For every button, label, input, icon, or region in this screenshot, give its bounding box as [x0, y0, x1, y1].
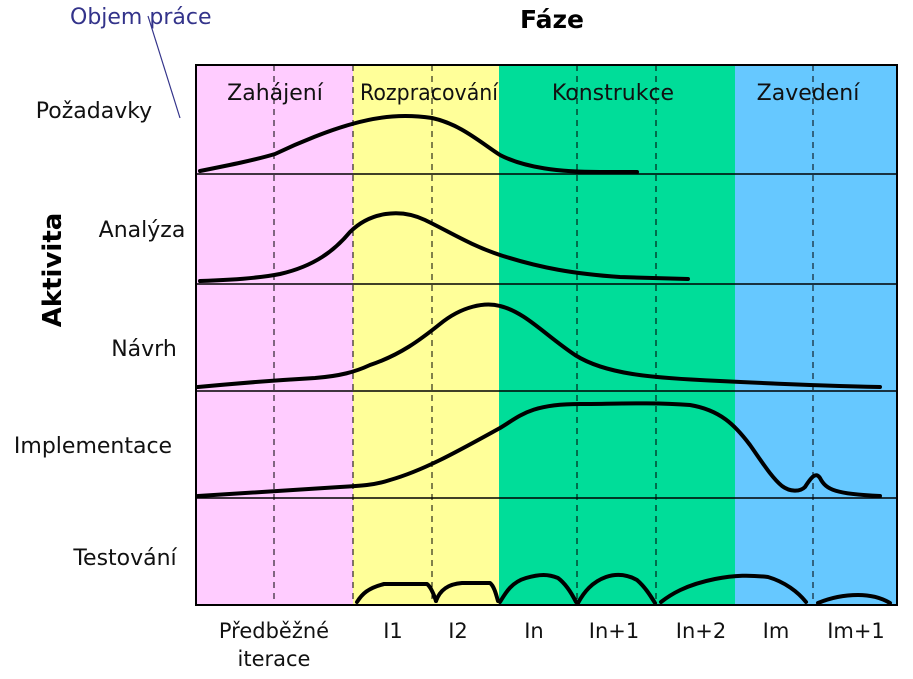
phase-band-transition: [735, 65, 897, 605]
activity-label-requirements: Požadavky: [36, 99, 152, 124]
iteration-label: I2: [448, 619, 468, 643]
iteration-label: Im+1: [827, 619, 885, 643]
iteration-label: Im: [763, 619, 790, 643]
phase-label-construction: Konstrukce: [552, 81, 674, 106]
iteration-label: Předběžné: [219, 619, 329, 643]
caption-pointer-line: [147, 15, 181, 119]
activity-label-implementation: Implementace: [14, 434, 172, 459]
testing-curve-in1: [576, 572, 657, 605]
iteration-label: In+1: [589, 619, 639, 643]
testing-curve-im1: [816, 593, 892, 605]
iteration-label: In+2: [676, 619, 726, 643]
iteration-label: I1: [383, 619, 403, 643]
workload-caption: Objem práce: [70, 5, 211, 30]
iteration-label: In: [524, 619, 544, 643]
activity-axis-title: Aktivita: [38, 213, 68, 328]
implementation-curve: [196, 401, 882, 498]
phase-title: Fáze: [520, 5, 584, 34]
phase-label-transition: Zavedení: [757, 81, 861, 106]
iteration-label-line2: iterace: [238, 647, 311, 671]
testing-curve-i1: [355, 582, 438, 604]
phase-band-construction: [499, 65, 735, 605]
activity-label-design: Návrh: [111, 337, 177, 362]
testing-curve-in: [498, 573, 578, 604]
phase-label-inception: Zahájení: [227, 81, 324, 106]
testing-curve-i2: [434, 581, 500, 603]
diagram-frame: [195, 64, 898, 606]
design-curve: [196, 302, 882, 389]
requirements-curve: [198, 114, 639, 174]
activity-label-testing: Testování: [72, 546, 177, 571]
activity-label-analysis: Analýza: [99, 218, 186, 243]
phase-label-elaboration: Rozpracování: [360, 81, 499, 106]
testing-curve-in2-im: [659, 573, 808, 604]
analysis-curve: [198, 211, 690, 283]
